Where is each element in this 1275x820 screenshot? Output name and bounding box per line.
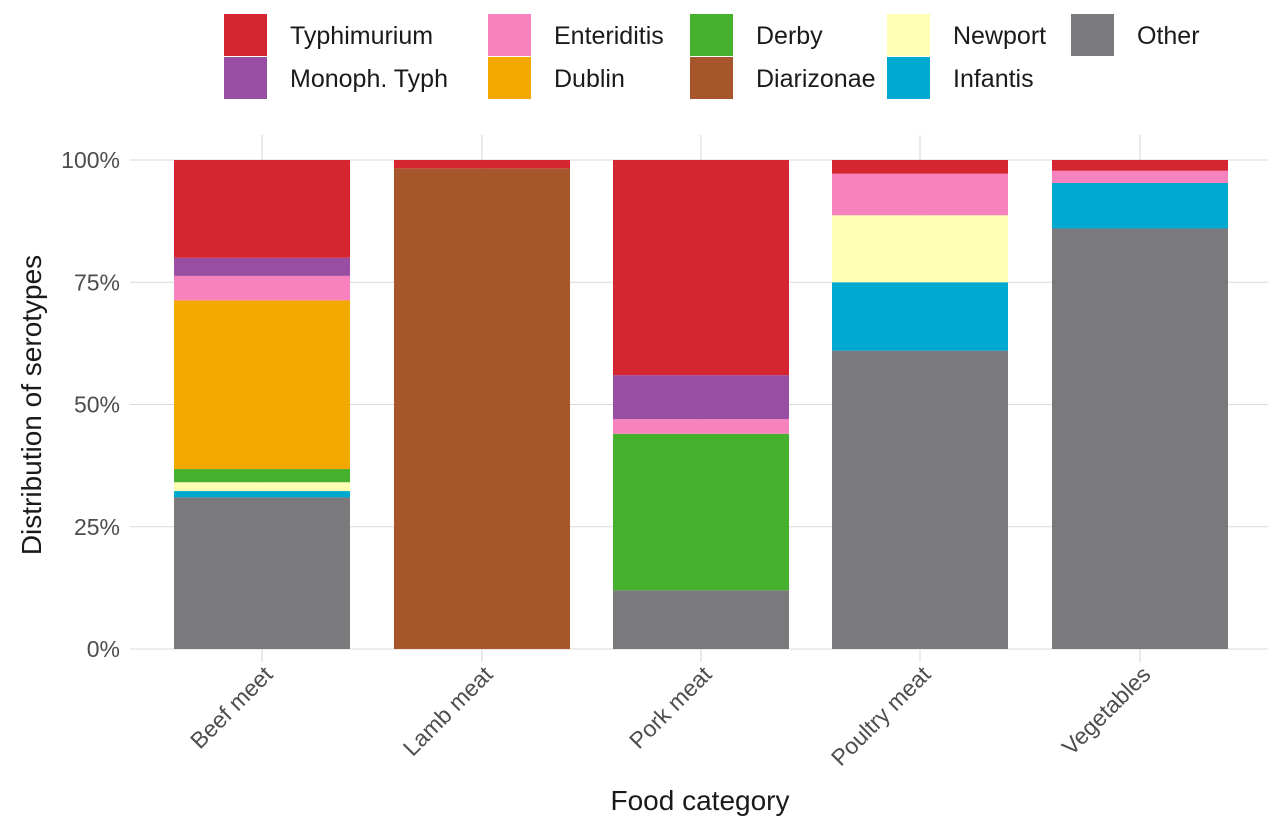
bar-segment bbox=[613, 433, 789, 591]
x-tick-label: Lamb meat bbox=[398, 661, 498, 761]
bar-segment bbox=[174, 160, 350, 258]
bar-segment bbox=[174, 497, 350, 649]
y-tick-label: 100% bbox=[61, 147, 120, 173]
legend-label: Enteriditis bbox=[554, 22, 664, 50]
bar-segment bbox=[174, 482, 350, 492]
x-tick-label: Beef meet bbox=[185, 661, 278, 754]
legend-swatch bbox=[887, 14, 930, 56]
x-tick-label: Pork meat bbox=[624, 661, 717, 754]
y-tick-label: 50% bbox=[74, 392, 120, 418]
bar-segment bbox=[613, 590, 789, 649]
bar-segment bbox=[613, 419, 789, 434]
bar-segment bbox=[394, 168, 570, 650]
legend-label: Dublin bbox=[554, 65, 625, 93]
legend-swatch bbox=[488, 57, 531, 99]
bar-segment bbox=[832, 160, 1008, 174]
bar-segment bbox=[613, 160, 789, 376]
x-axis-title: Food category bbox=[611, 785, 790, 816]
legend-swatch bbox=[690, 14, 733, 56]
legend-label: Monoph. Typh bbox=[290, 65, 448, 93]
x-tick-label: Vegetables bbox=[1057, 661, 1156, 760]
legend-label: Newport bbox=[953, 22, 1046, 50]
bars bbox=[174, 160, 1228, 650]
legend-swatch bbox=[488, 14, 531, 56]
bar-segment bbox=[1052, 182, 1228, 229]
y-tick-label: 0% bbox=[87, 636, 120, 662]
bar-segment bbox=[613, 375, 789, 420]
bar-segment bbox=[1052, 228, 1228, 649]
legend-label: Other bbox=[1137, 22, 1200, 50]
bar-segment bbox=[174, 257, 350, 276]
legend: Typhimurium Monoph. Typh Enteriditis Dublin… bbox=[224, 14, 1200, 99]
y-axis-title: Distribution of serotypes bbox=[16, 255, 47, 555]
legend-label: Infantis bbox=[953, 65, 1034, 93]
bar-segment bbox=[174, 469, 350, 483]
y-tick-label: 25% bbox=[74, 514, 120, 540]
bar-segment bbox=[174, 300, 350, 470]
legend-swatch bbox=[224, 14, 267, 56]
bar-segment bbox=[174, 491, 350, 498]
bar-segment bbox=[1052, 160, 1228, 171]
x-axis-ticks: Beef meet Lamb meat Pork meat Poultry meat V… bbox=[185, 661, 1156, 771]
bar-segment bbox=[174, 275, 350, 301]
legend-label: Diarizonae bbox=[756, 65, 876, 93]
legend-swatch bbox=[887, 57, 930, 99]
legend-swatch bbox=[690, 57, 733, 99]
bar-segment bbox=[1052, 170, 1228, 183]
legend-swatch bbox=[224, 57, 267, 99]
legend-label: Typhimurium bbox=[290, 22, 433, 50]
bar-segment bbox=[832, 350, 1008, 649]
bar-segment bbox=[832, 282, 1008, 351]
y-axis-ticks: 0% 25% 50% 75% 100% bbox=[61, 147, 120, 662]
bar-segment bbox=[832, 173, 1008, 216]
legend-swatch bbox=[1071, 14, 1114, 56]
bar-segment bbox=[832, 215, 1008, 283]
legend-label: Derby bbox=[756, 22, 823, 50]
x-tick-label: Poultry meat bbox=[826, 661, 936, 771]
bar-segment bbox=[394, 160, 570, 169]
y-tick-label: 75% bbox=[74, 269, 120, 295]
